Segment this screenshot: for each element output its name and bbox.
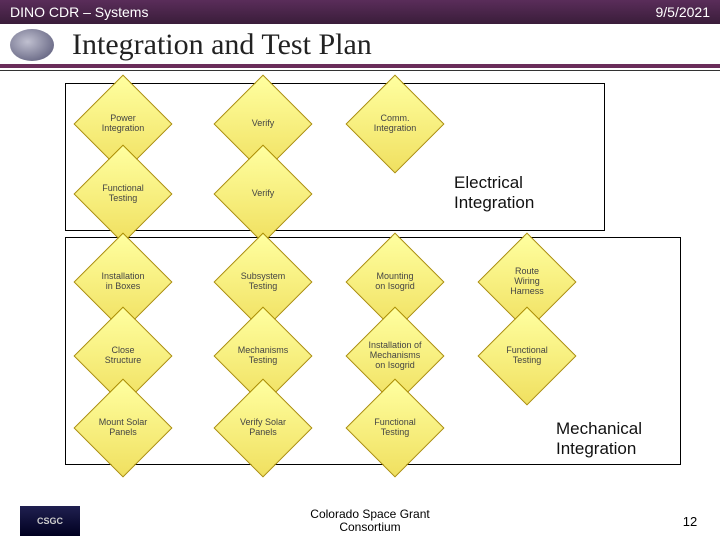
page-number: 12 — [660, 514, 720, 529]
node-subsys-label: SubsystemTesting — [223, 272, 303, 292]
node-instmech-label: Installation ofMechanismson Isogrid — [355, 341, 435, 371]
node-solar-label: Mount SolarPanels — [83, 418, 163, 438]
electrical-label: ElectricalIntegration — [454, 173, 534, 213]
node-mount-label: Mountingon Isogrid — [355, 272, 435, 292]
node-functest2: FunctionalTesting — [492, 321, 562, 391]
node-functest3-label: FunctionalTesting — [355, 418, 435, 438]
accent-rule — [0, 64, 720, 68]
node-route-label: RouteWiringHarness — [487, 267, 567, 297]
node-comm: Comm.Integration — [360, 89, 430, 159]
node-verify2: Verify — [228, 159, 298, 229]
footer-org: Colorado Space GrantConsortium — [80, 508, 660, 534]
node-close-label: CloseStructure — [83, 346, 163, 366]
node-functest1-label: FunctionalTesting — [83, 184, 163, 204]
node-functest3: FunctionalTesting — [360, 393, 430, 463]
node-solar: Mount SolarPanels — [88, 393, 158, 463]
node-vsolar: Verify SolarPanels — [228, 393, 298, 463]
header-bar: DINO CDR – Systems 9/5/2021 — [0, 0, 720, 24]
title-row: Integration and Test Plan — [0, 24, 720, 64]
node-functest1: FunctionalTesting — [88, 159, 158, 229]
csgc-logo-icon: CSGC — [20, 506, 80, 536]
node-install-label: Installationin Boxes — [83, 272, 163, 292]
page-title: Integration and Test Plan — [72, 28, 372, 62]
node-verify2-label: Verify — [223, 189, 303, 199]
node-functest2-label: FunctionalTesting — [487, 346, 567, 366]
header-left: DINO CDR – Systems — [10, 4, 148, 20]
node-vsolar-label: Verify SolarPanels — [223, 418, 303, 438]
node-comm-label: Comm.Integration — [355, 114, 435, 134]
footer: CSGC Colorado Space GrantConsortium 12 — [0, 506, 720, 536]
mission-logo-icon — [10, 29, 54, 61]
node-power-label: PowerIntegration — [83, 114, 163, 134]
node-verify1-label: Verify — [223, 119, 303, 129]
thin-rule — [0, 70, 720, 71]
flowchart: ElectricalIntegration MechanicalIntegrati… — [10, 77, 710, 467]
header-date: 9/5/2021 — [656, 4, 711, 20]
mechanical-label: MechanicalIntegration — [556, 419, 642, 459]
node-mech-label: MechanismsTesting — [223, 346, 303, 366]
